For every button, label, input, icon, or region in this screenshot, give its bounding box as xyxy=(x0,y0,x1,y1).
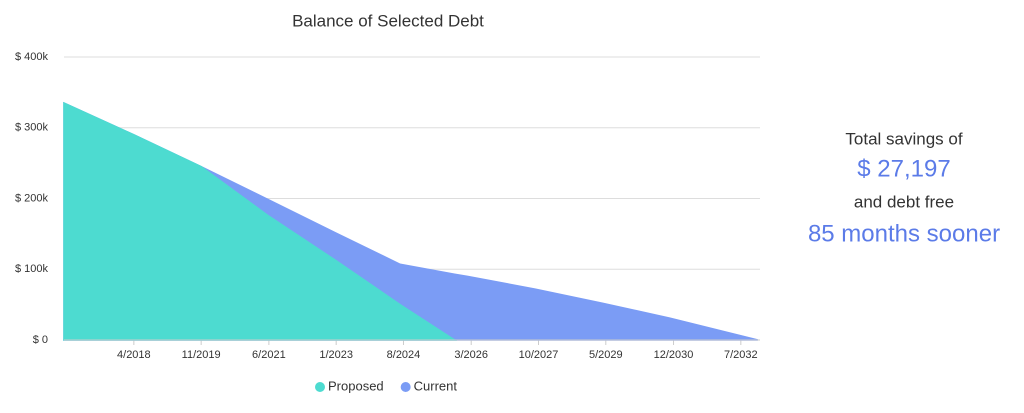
y-tick-label: $ 200k xyxy=(15,192,49,204)
legend-label: Proposed xyxy=(328,378,384,393)
y-tick-label: $ 400k xyxy=(15,51,49,63)
x-tick-label: 12/2030 xyxy=(654,349,694,361)
y-tick-label: $ 300k xyxy=(15,122,49,134)
x-tick-label: 1/2023 xyxy=(319,349,353,361)
legend-label: Current xyxy=(414,378,458,393)
x-tick-label: 11/2019 xyxy=(182,349,221,361)
summary-text: and debt free xyxy=(854,192,954,211)
y-tick-label: $ 100k xyxy=(15,263,49,275)
legend-marker xyxy=(400,382,411,392)
x-tick-label: 7/2032 xyxy=(724,349,758,361)
summary-months: 85 months sooner xyxy=(808,220,1000,247)
y-tick-label: $ 0 xyxy=(33,334,48,346)
legend-marker xyxy=(315,382,325,392)
area xyxy=(63,101,458,341)
x-tick-label: 5/2029 xyxy=(589,349,623,361)
x-tick-label: 8/2024 xyxy=(387,349,421,361)
x-tick-label: 4/2018 xyxy=(117,349,151,361)
chart-title: Balance of Selected Debt xyxy=(292,11,484,30)
x-tick-label: 6/2021 xyxy=(252,349,286,361)
x-tick-label: 3/2026 xyxy=(454,349,488,361)
summary-amount: $ 27,197 xyxy=(857,155,950,182)
x-tick-label: 10/2027 xyxy=(519,349,559,361)
summary-text: Total savings of xyxy=(845,129,962,148)
